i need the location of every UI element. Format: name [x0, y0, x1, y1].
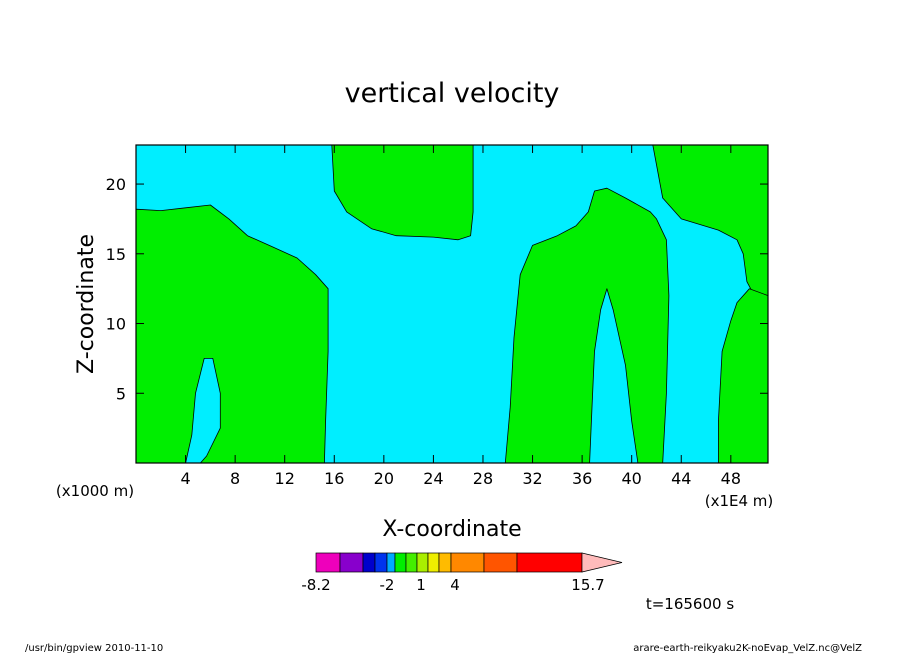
- colorbar-segment: [394, 552, 407, 573]
- plot-frame: [135, 144, 769, 464]
- colorbar-segment: [483, 552, 518, 573]
- colorbar-extend-arrow: [581, 552, 623, 573]
- x-tick-label: 36: [572, 469, 592, 488]
- x-tick-label: 12: [275, 469, 295, 488]
- colorbar-segment: [315, 552, 341, 573]
- colorbar-segment: [450, 552, 485, 573]
- colorbar-segment: [516, 552, 583, 573]
- x-unit-right: (x1E4 m): [705, 492, 774, 510]
- contour-region-positive: [135, 204, 329, 464]
- x-unit-left: (x1000 m): [56, 482, 134, 500]
- colorbar: -8.2 -2 1 4 15.7: [301, 552, 623, 594]
- colorbar-segment: [416, 552, 429, 573]
- contour-region-positive: [504, 187, 670, 464]
- colorbar-segment: [374, 552, 388, 573]
- colorbar-segment: [362, 552, 376, 573]
- y-axis-label: Z-coordinate: [74, 234, 99, 374]
- y-tick-label: 5: [116, 384, 126, 403]
- contour-region-negative: [185, 358, 221, 464]
- x-tick-label: 44: [671, 469, 691, 488]
- footer-right: arare-earth-reikyaku2K-noEvap_VelZ.nc@Ve…: [633, 643, 862, 654]
- colorbar-segment: [438, 552, 452, 573]
- x-tick-label: 16: [324, 469, 344, 488]
- x-tick-label: 28: [473, 469, 493, 488]
- time-label: t=165600 s: [646, 595, 734, 613]
- x-axis-label: X-coordinate: [382, 517, 521, 542]
- colorbar-segment: [427, 552, 440, 573]
- x-tick-label: 40: [622, 469, 642, 488]
- contour-region-positive: [331, 144, 474, 241]
- colorbar-label: 15.7: [571, 576, 604, 594]
- colorbar-label: -8.2: [301, 576, 330, 594]
- colorbar-label: -2: [380, 576, 395, 594]
- colorbar-segment: [405, 552, 418, 573]
- colorbar-label: 4: [450, 576, 460, 594]
- x-tick-label: 48: [721, 469, 741, 488]
- colorbar-label: 1: [416, 576, 426, 594]
- colorbar-segment: [339, 552, 364, 573]
- colorbar-segment: [386, 552, 396, 573]
- y-tick-label: 20: [106, 175, 126, 194]
- x-tick-label: 24: [423, 469, 443, 488]
- y-tick-label: 10: [106, 315, 126, 334]
- x-tick-label: 32: [522, 469, 542, 488]
- footer-left: /usr/bin/gpview 2010-11-10: [25, 643, 163, 654]
- x-tick-label: 4: [180, 469, 190, 488]
- chart-title: vertical velocity: [345, 78, 560, 109]
- y-tick-label: 15: [106, 245, 126, 264]
- x-tick-label: 8: [230, 469, 240, 488]
- x-tick-label: 20: [374, 469, 394, 488]
